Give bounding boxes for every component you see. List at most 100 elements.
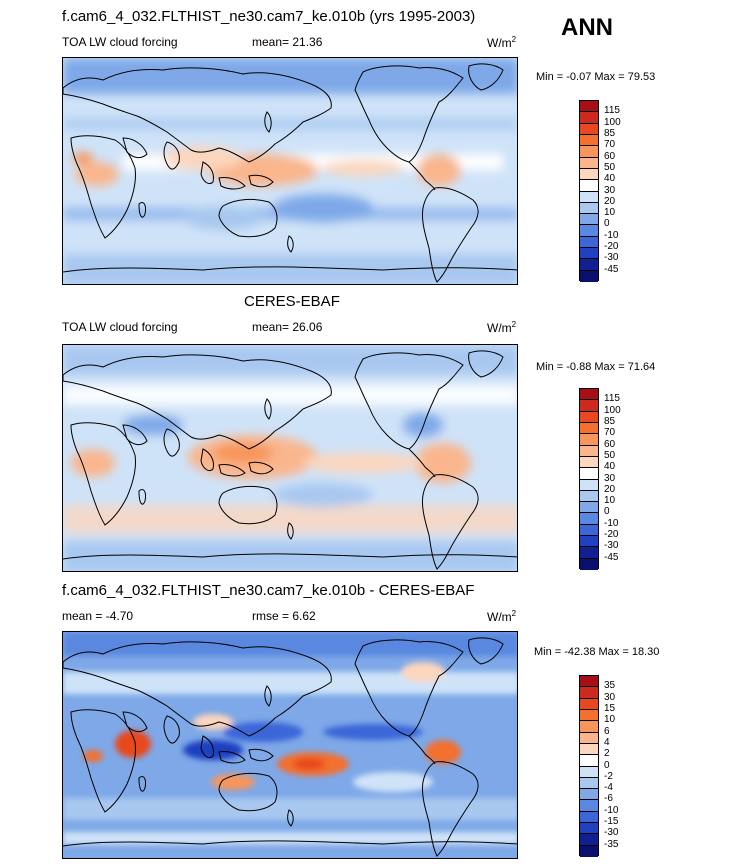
colorbar-segment — [580, 502, 598, 514]
colorbar-tick-label: 100 — [604, 116, 621, 128]
panel3-title: f.cam6_4_032.FLTHIST_ne30.cam7_ke.010b -… — [62, 582, 475, 599]
colorbar-tick-label: 70 — [604, 427, 616, 439]
colorbar-tick-label: 0 — [604, 506, 610, 518]
colorbar-tick-label: -15 — [604, 816, 619, 828]
colorbar-segment — [580, 248, 598, 260]
colorbar-tick-label: -30 — [604, 827, 619, 839]
colorbar-tick-label: 4 — [604, 736, 610, 748]
colorbar-tick-label: 35 — [604, 680, 616, 692]
colorbar-segment — [580, 180, 598, 192]
colorbar-tick-label: 10 — [604, 207, 616, 219]
colorbar-tick-label: 50 — [604, 449, 616, 461]
colorbar-tick-label: -6 — [604, 793, 613, 805]
colorbar-tick-label: -45 — [604, 263, 619, 275]
colorbar-segment — [580, 236, 598, 249]
colorbar-segment — [580, 225, 598, 237]
season-label: ANN — [561, 14, 613, 41]
colorbar-segment — [580, 698, 598, 710]
colorbar-tick-label: 30 — [604, 184, 616, 196]
panel1-units: W/m2 — [487, 35, 517, 50]
colorbar-segment — [580, 789, 598, 801]
panel3-units: W/m2 — [487, 609, 517, 624]
panel1-title: f.cam6_4_032.FLTHIST_ne30.cam7_ke.010b (… — [62, 8, 476, 25]
colorbar-tick-label: 0 — [604, 759, 610, 771]
colorbar-tick-label: 40 — [604, 173, 616, 185]
colorbar-tick-label: 6 — [604, 725, 610, 737]
panel3-mean-label: mean = -4.70 — [62, 609, 134, 623]
panel3-rmse-label: rmse = 6.62 — [252, 609, 316, 623]
colorbar-tick-label: 100 — [604, 404, 621, 416]
panel2-colorbar — [579, 388, 599, 570]
colorbar-segment — [580, 811, 598, 824]
panel2-colorbar-boxes — [579, 388, 599, 570]
colorbar-segment — [580, 755, 598, 767]
colorbar-segment — [580, 389, 598, 401]
panel1-colorbar — [579, 100, 599, 282]
panel3-colorbar-boxes — [579, 675, 599, 857]
panel2-title: CERES-EBAF — [244, 293, 340, 310]
colorbar-segment — [580, 547, 598, 559]
colorbar-segment — [580, 422, 598, 435]
colorbar-segment — [580, 123, 598, 135]
colorbar-segment — [580, 270, 598, 282]
colorbar-segment — [580, 721, 598, 733]
colorbar-tick-label: 40 — [604, 461, 616, 473]
panel2-left-label: TOA LW cloud forcing — [62, 320, 178, 334]
colorbar-segment — [580, 400, 598, 412]
colorbar-tick-label: 70 — [604, 139, 616, 151]
colorbar-segment — [580, 214, 598, 226]
colorbar-tick-label: -10 — [604, 804, 619, 816]
panel2-min-max: Min = -0.88 Max = 71.64 — [536, 361, 656, 373]
colorbar-tick-label: 0 — [604, 218, 610, 230]
colorbar-segment — [580, 479, 598, 491]
colorbar-segment — [580, 101, 598, 113]
colorbar-segment — [580, 468, 598, 480]
colorbar-tick-label: -35 — [604, 838, 619, 850]
colorbar-segment — [580, 524, 598, 537]
colorbar-tick-label: -30 — [604, 540, 619, 552]
colorbar-segment — [580, 191, 598, 203]
panel1-colorbar-boxes — [579, 100, 599, 282]
colorbar-tick-label: 115 — [604, 393, 620, 405]
colorbar-tick-label: -10 — [604, 229, 619, 241]
colorbar-tick-label: -45 — [604, 551, 619, 563]
colorbar-tick-label: 115 — [604, 105, 620, 117]
colorbar-segment — [580, 732, 598, 744]
colorbar-tick-label: -10 — [604, 517, 619, 529]
colorbar-segment — [580, 743, 598, 756]
colorbar-segment — [580, 558, 598, 570]
panel3-map-svg — [63, 632, 517, 858]
colorbar-segment — [580, 777, 598, 790]
colorbar-tick-label: 10 — [604, 495, 616, 507]
colorbar-tick-label: 2 — [604, 748, 610, 760]
panel1-left-label: TOA LW cloud forcing — [62, 35, 178, 49]
colorbar-segment — [580, 676, 598, 688]
colorbar-tick-label: 85 — [604, 415, 616, 427]
panel3-colorbar — [579, 675, 599, 857]
colorbar-segment — [580, 845, 598, 857]
colorbar-tick-label: 30 — [604, 472, 616, 484]
colorbar-tick-label: -2 — [604, 770, 613, 782]
panel1-map — [62, 57, 518, 285]
panel3-min-max: Min = -42.38 Max = 18.30 — [534, 646, 660, 658]
panel1-mean-label: mean= 21.36 — [252, 35, 323, 49]
colorbar-segment — [580, 434, 598, 446]
colorbar-tick-label: 85 — [604, 127, 616, 139]
colorbar-segment — [580, 766, 598, 778]
colorbar-tick-label: -20 — [604, 241, 619, 253]
colorbar-tick-label: 30 — [604, 691, 616, 703]
colorbar-segment — [580, 168, 598, 181]
colorbar-segment — [580, 456, 598, 469]
colorbar-tick-label: 60 — [604, 150, 616, 162]
colorbar-segment — [580, 536, 598, 548]
panel2-mean-label: mean= 26.06 — [252, 320, 323, 334]
panel2-units: W/m2 — [487, 320, 517, 335]
colorbar-segment — [580, 823, 598, 835]
colorbar-segment — [580, 834, 598, 846]
colorbar-tick-label: 50 — [604, 161, 616, 173]
panel1-min-max: Min = -0.07 Max = 79.53 — [536, 71, 656, 83]
colorbar-segment — [580, 134, 598, 147]
colorbar-segment — [580, 800, 598, 812]
panel2-map-svg — [63, 345, 517, 571]
colorbar-segment — [580, 157, 598, 169]
